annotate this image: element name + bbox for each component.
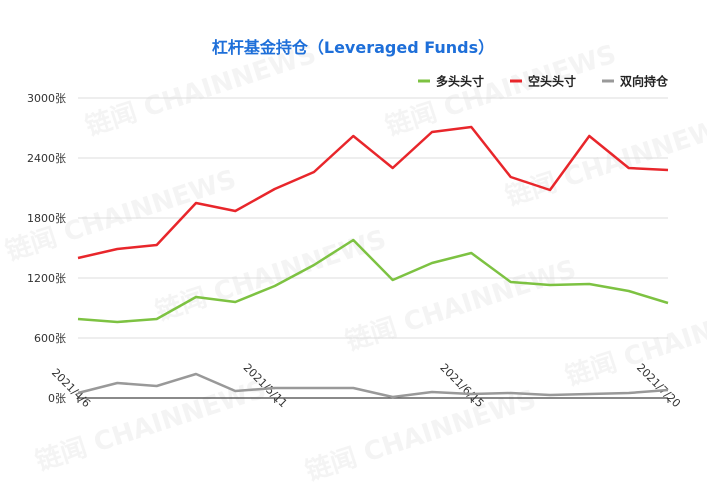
chart-title: 杠杆基金持仓（Leveraged Funds） <box>212 38 494 57</box>
series-line <box>77 125 669 260</box>
y-tick-label: 2400张 <box>27 152 66 165</box>
y-tick-label: 0张 <box>48 392 66 405</box>
y-tick-label: 1200张 <box>27 272 66 285</box>
gridlines <box>78 97 668 399</box>
legend: 多头头寸 空头头寸 双向持仓 <box>418 74 669 89</box>
x-tick-label: 2021/5/11 <box>241 361 290 410</box>
legend-label: 双向持仓 <box>620 74 669 89</box>
y-tick-label: 600张 <box>34 332 66 345</box>
line-chart: 杠杆基金持仓（Leveraged Funds） 0张 600张 1200张 1800张… <box>27 38 683 410</box>
series-lines <box>77 125 669 399</box>
legend-label: 空头头寸 <box>528 74 576 89</box>
x-tick-label: 2021/7/20 <box>634 361 683 410</box>
y-axis-labels: 0张 600张 1200张 1800张 2400张 3000张 <box>27 92 66 405</box>
y-tick-label: 3000张 <box>27 92 66 105</box>
series-line <box>77 238 669 324</box>
series-line <box>77 372 669 399</box>
y-tick-label: 1800张 <box>27 212 66 225</box>
legend-label: 多头头寸 <box>436 74 484 89</box>
x-tick-label: 2021/6/15 <box>437 361 486 410</box>
